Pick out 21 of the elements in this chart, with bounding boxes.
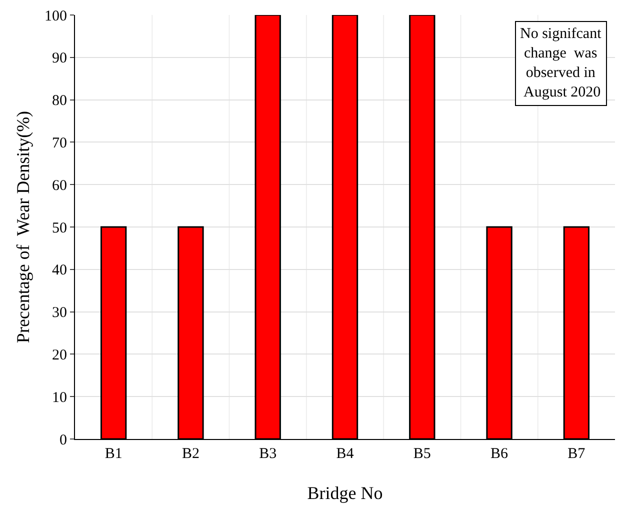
y-tick-label: 80 xyxy=(52,93,67,110)
y-tick-label: 30 xyxy=(52,305,67,322)
x-tick-label: B5 xyxy=(413,446,431,462)
x-tick-label: B3 xyxy=(259,446,277,462)
x-tick-label: B2 xyxy=(182,446,200,462)
x-tick-label: B7 xyxy=(568,446,586,462)
y-tick-label: 50 xyxy=(52,220,67,236)
x-tick-label: B6 xyxy=(490,446,509,462)
x-axis-title: Bridge No xyxy=(307,483,383,504)
y-tick-label: 70 xyxy=(52,135,67,152)
x-tick-label: B1 xyxy=(104,446,122,462)
annotation: No signifcant change was observed in August 2020 xyxy=(520,26,602,100)
y-tick-label: 10 xyxy=(52,390,67,406)
y-tick-label: 40 xyxy=(52,262,67,279)
x-tick-label: B4 xyxy=(336,446,354,462)
y-axis-title: Precentage of Wear Density(%) xyxy=(13,110,33,344)
y-tick-label: 100 xyxy=(44,8,67,24)
y-tick-label: 90 xyxy=(52,50,67,67)
y-tick-label: 20 xyxy=(52,347,67,364)
y-tick-label: 60 xyxy=(52,178,67,194)
y-tick-label: 0 xyxy=(60,432,67,448)
